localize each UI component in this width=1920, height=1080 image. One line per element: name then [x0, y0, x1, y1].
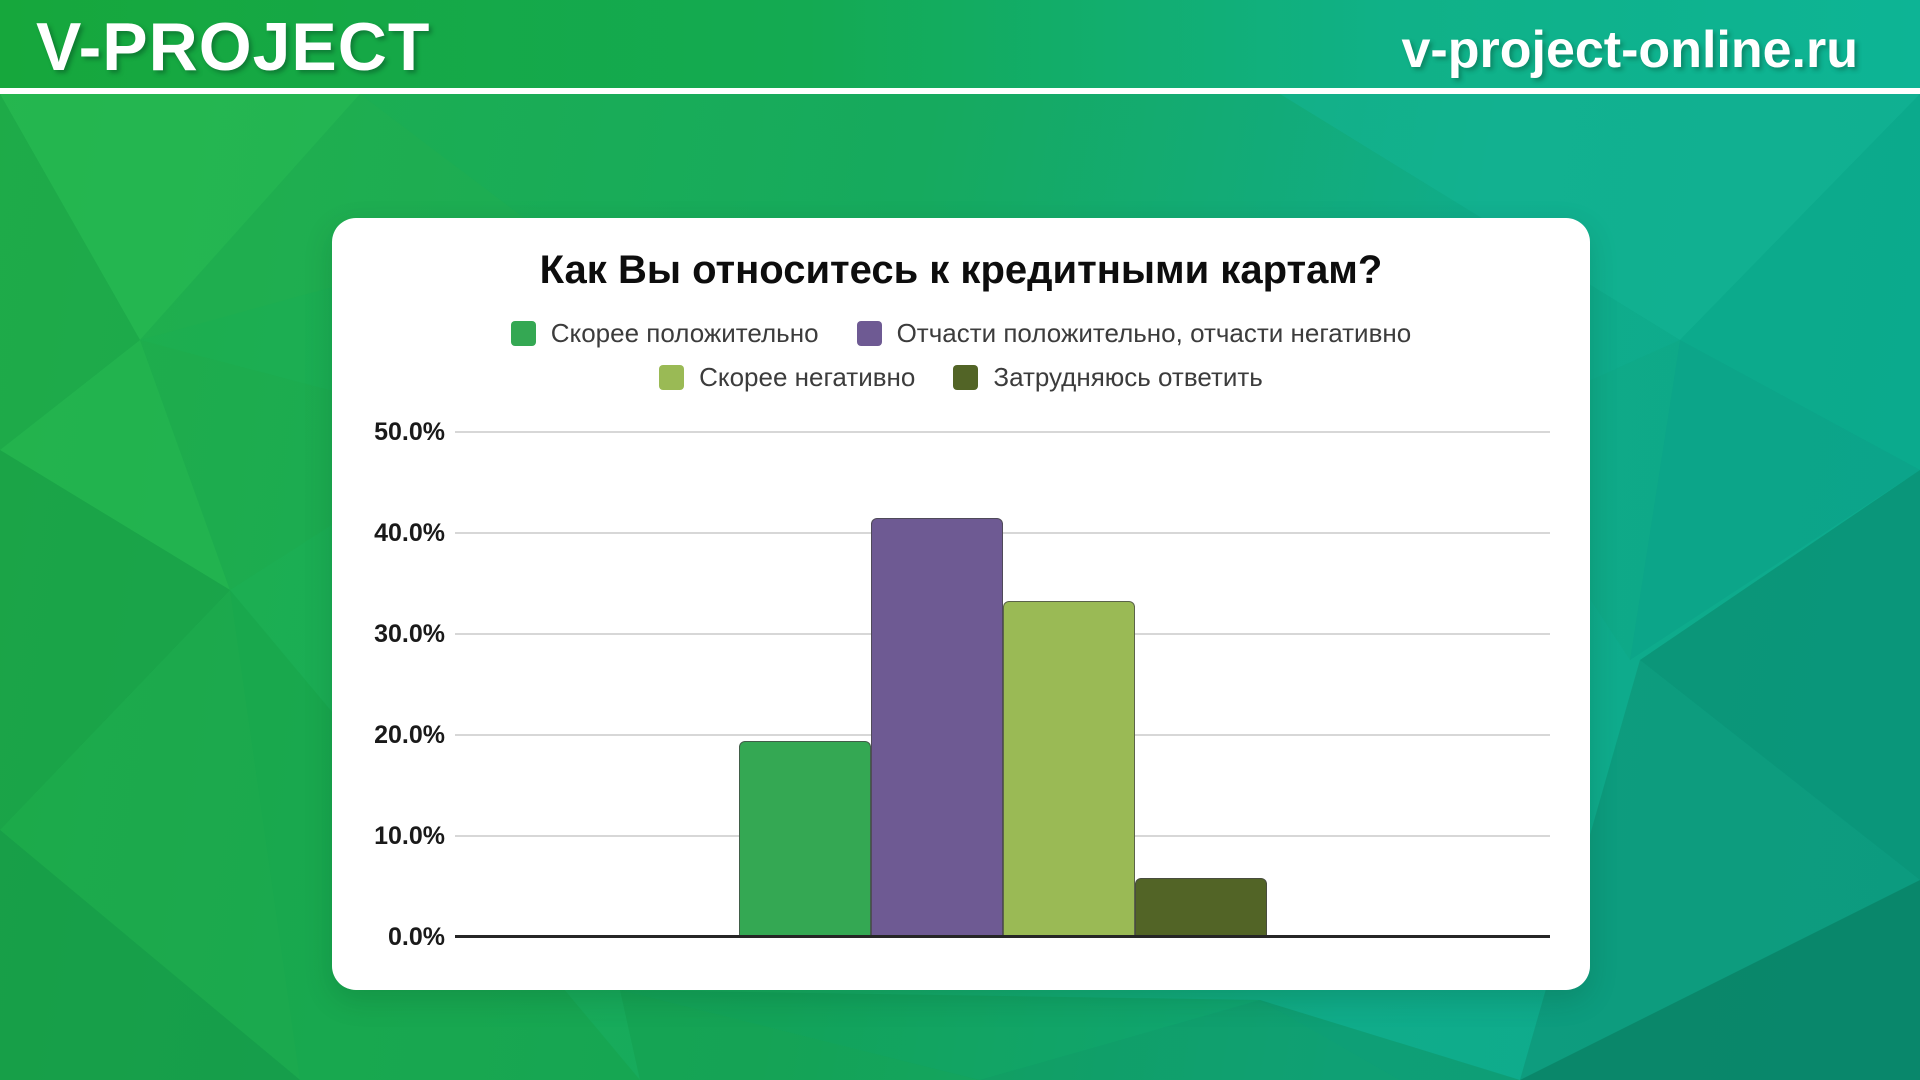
plot-area [455, 431, 1550, 938]
bar-4 [1134, 878, 1267, 937]
legend-label: Скорее негативно [699, 362, 916, 392]
legend-label: Скорее положительно [550, 318, 819, 348]
legend-row: Скорее негативно Затрудняюсь ответить [659, 362, 1263, 393]
chart-card: Как Вы относитесь к кредитными картам? С… [332, 218, 1590, 990]
y-axis-tick-label: 10.0% [374, 822, 445, 850]
y-axis-tick-label: 30.0% [374, 620, 445, 648]
bar-1 [738, 741, 871, 937]
bar-3 [1002, 601, 1135, 937]
legend-swatch-icon [510, 321, 536, 346]
legend-swatch-icon [953, 365, 979, 390]
logo: V-PROJECT [36, 9, 431, 85]
y-axis-tick-label: 50.0% [374, 418, 445, 446]
legend-swatch-icon [659, 365, 685, 390]
bars-group [455, 432, 1550, 937]
legend-row: Скорее положительно Отчасти положительно,… [510, 318, 1412, 349]
chart-title: Как Вы относитесь к кредитными картам? [539, 248, 1383, 292]
legend-label: Отчасти положительно, отчасти негативно [896, 318, 1412, 348]
legend-item: Затрудняюсь ответить [953, 362, 1263, 393]
y-axis-tick-label: 40.0% [374, 519, 445, 547]
gridline [455, 431, 1550, 433]
header-bar: V-PROJECT v-project-online.ru [0, 0, 1920, 94]
bar-2 [870, 518, 1003, 937]
chart-legend: Скорее положительно Отчасти положительно,… [332, 318, 1590, 393]
x-axis-line [455, 935, 1550, 938]
legend-label: Затрудняюсь ответить [993, 362, 1263, 392]
gridline [455, 532, 1550, 534]
legend-item: Отчасти положительно, отчасти негативно [856, 318, 1412, 349]
site-url: v-project-online.ru [1401, 21, 1858, 79]
legend-swatch-icon [856, 321, 882, 346]
legend-item: Скорее положительно [510, 318, 819, 349]
y-axis-tick-label: 0.0% [388, 923, 445, 951]
legend-item: Скорее негативно [659, 362, 915, 393]
y-axis-tick-label: 20.0% [374, 721, 445, 749]
